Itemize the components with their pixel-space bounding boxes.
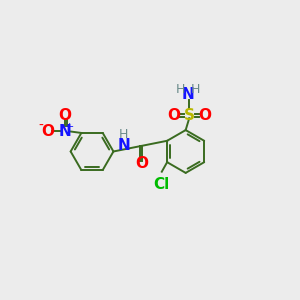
- Text: H: H: [176, 83, 186, 96]
- Text: O: O: [198, 108, 211, 123]
- Text: O: O: [167, 108, 180, 123]
- Text: -: -: [39, 119, 44, 133]
- Text: N: N: [118, 138, 130, 153]
- Text: H: H: [119, 128, 129, 141]
- Text: N: N: [58, 124, 71, 139]
- Text: +: +: [65, 122, 74, 132]
- Text: Cl: Cl: [154, 177, 170, 192]
- Text: O: O: [135, 157, 148, 172]
- Text: N: N: [182, 87, 194, 102]
- Text: H: H: [191, 83, 200, 96]
- Text: O: O: [58, 108, 71, 123]
- Text: S: S: [184, 108, 195, 123]
- Text: O: O: [41, 124, 54, 139]
